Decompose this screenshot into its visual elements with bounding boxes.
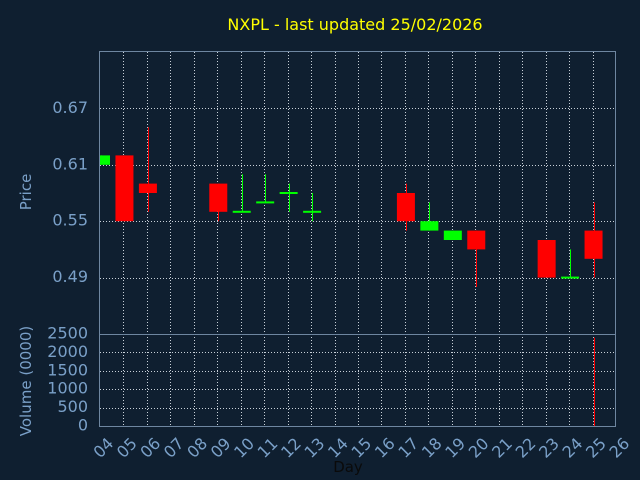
- volume-tick-label: 2000: [47, 342, 88, 361]
- candle: [561, 249, 580, 279]
- candle-body: [232, 210, 251, 213]
- price-tick-label: 0.67: [52, 98, 88, 117]
- candle-body: [115, 155, 134, 222]
- candle-body: [138, 183, 157, 193]
- candle-body: [256, 201, 275, 204]
- candle-body: [396, 193, 415, 222]
- candle-body: [209, 183, 228, 212]
- candle-body: [420, 221, 439, 231]
- x-tick-label: 26: [605, 434, 633, 462]
- candle: [443, 230, 462, 240]
- candle-body: [443, 230, 462, 240]
- candle: [537, 240, 556, 278]
- candle-body: [279, 192, 298, 194]
- price-gridlines: [100, 52, 616, 334]
- price-tick-label: 0.55: [52, 211, 88, 230]
- candle-body: [303, 210, 322, 213]
- candle-body: [561, 276, 580, 279]
- candle: [467, 230, 486, 287]
- candle: [100, 155, 110, 165]
- candle: [115, 155, 134, 222]
- candle-body: [467, 230, 486, 250]
- candle-body: [584, 230, 603, 259]
- candle: [209, 183, 228, 222]
- volume-tick-label: 500: [57, 397, 88, 416]
- candle: [138, 127, 157, 212]
- candle: [279, 183, 298, 212]
- volume-panel-frame: [99, 334, 616, 427]
- volume-gridlines: [100, 334, 616, 426]
- candle: [396, 183, 415, 231]
- y-axis-label: Price: [17, 174, 35, 211]
- volume-axis-label: Volume (0000): [17, 326, 35, 436]
- candle: [420, 202, 439, 231]
- chart-title: NXPL - last updated 25/02/2026: [227, 15, 482, 34]
- candle: [584, 202, 603, 278]
- x-axis-label: Day: [333, 458, 363, 476]
- candle: [256, 174, 275, 204]
- volume-tick-label: 1000: [47, 379, 88, 398]
- price-panel-frame: [99, 51, 616, 335]
- candles: [100, 127, 603, 287]
- volume-tick-label: 2500: [47, 324, 88, 343]
- volume-tick-label: 1500: [47, 360, 88, 379]
- price-tick-label: 0.49: [52, 267, 88, 286]
- candle: [232, 174, 251, 213]
- candle: [303, 193, 322, 222]
- price-tick-labels: 0.49 0.55 0.61 0.67: [52, 98, 88, 286]
- volume-tick-label: 0: [78, 416, 88, 435]
- candle-body: [537, 240, 556, 278]
- candle-body: [100, 155, 110, 165]
- price-tick-label: 0.61: [52, 154, 88, 173]
